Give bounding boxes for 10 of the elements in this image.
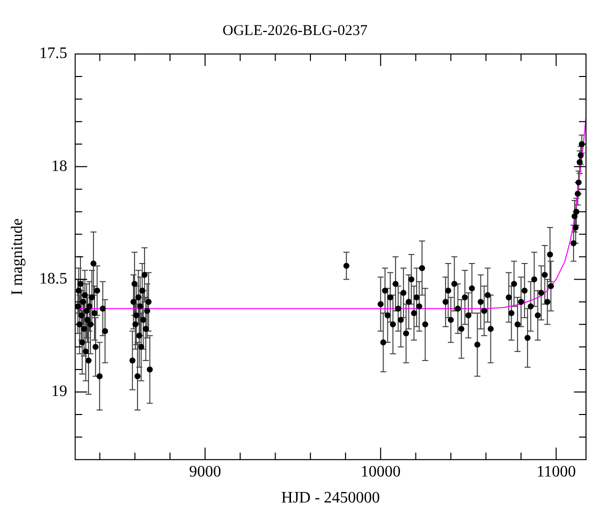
y-tick-label: 18.5: [39, 270, 68, 288]
x-tick-label: 10000: [360, 463, 401, 480]
x-axis-title: HJD - 2450000: [281, 490, 380, 507]
y-axis-title: I magnitude: [8, 218, 26, 296]
x-tick-label: 11000: [536, 463, 576, 480]
chart-title: OGLE-2026-BLG-0237: [222, 22, 368, 39]
y-tick-label: 19: [51, 383, 68, 400]
x-tick-label: 9000: [189, 463, 222, 480]
y-tick-label: 17.5: [39, 45, 68, 62]
y-tick-label: 18: [51, 158, 68, 175]
